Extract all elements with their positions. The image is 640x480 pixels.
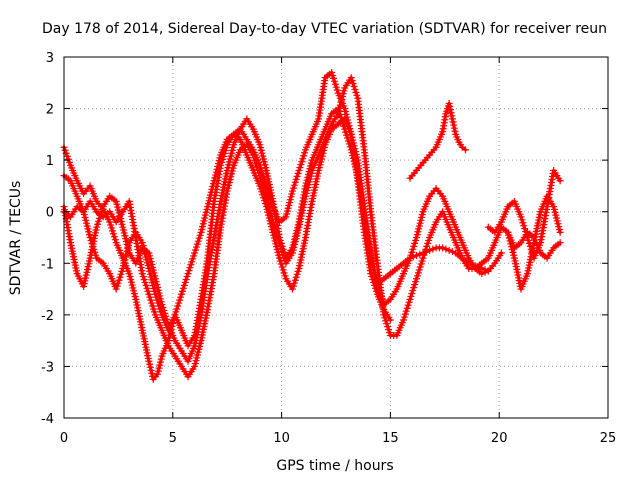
y-tick-label: 3 [46,51,54,66]
x-tick-label: 15 [382,431,399,446]
y-tick-label: -3 [41,360,54,375]
x-axis-label: GPS time / hours [276,458,393,474]
x-tick-label: 25 [600,431,617,446]
y-tick-label: -2 [41,309,54,324]
series-markers [406,99,469,182]
series-group [60,68,564,383]
x-tick-label: 20 [491,431,508,446]
y-axis-label: SDTVAR / TECUs [8,181,24,296]
y-ticks: -4 -3 -2 -1 0 1 2 3 [41,51,608,427]
series-sat-g [504,192,564,293]
series-sat-a [60,68,394,383]
x-tick-label: 0 [60,431,68,446]
y-tick-label: 0 [46,206,54,221]
y-tick-label: -1 [41,257,54,272]
x-tick-label: 10 [273,431,290,446]
plot-frame [63,56,609,419]
series-markers [60,68,394,383]
series-line [486,168,562,260]
series-markers [484,166,564,262]
y-tick-label: -4 [41,412,54,427]
chart-title: Day 178 of 2014, Sidereal Day-to-day VTE… [42,21,607,37]
x-tick-label: 5 [169,431,177,446]
series-markers [504,192,564,293]
series-sat-e [406,99,469,182]
y-tick-label: 1 [46,154,54,169]
x-ticks: 0 5 10 15 20 25 [60,57,616,446]
y-tick-label: 2 [46,103,54,118]
